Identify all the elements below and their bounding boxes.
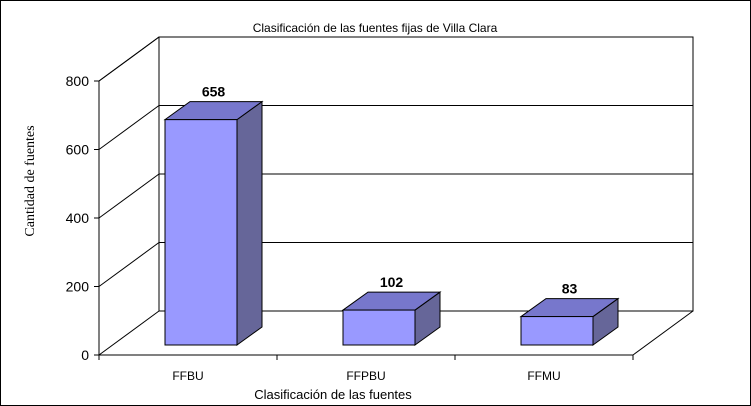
x-category-label: FFBU <box>172 369 203 383</box>
y-tick-label: 800 <box>66 73 90 89</box>
bar <box>342 309 416 346</box>
bar-side <box>236 100 263 346</box>
y-axis-label: Cantidad de fuentes <box>23 125 38 236</box>
side-wall-gridline <box>98 242 160 287</box>
y-tick-label: 600 <box>66 142 90 158</box>
x-category-label: FFPBU <box>346 369 385 383</box>
data-label: 102 <box>380 274 404 290</box>
chart-title: Clasificación de las fuentes fijas de Vi… <box>253 21 498 35</box>
y-tick-label: 0 <box>81 347 89 363</box>
side-wall-gridline <box>98 310 160 356</box>
y-tick-label: 400 <box>66 210 90 226</box>
bar <box>520 316 594 346</box>
side-wall-gridline <box>98 173 160 219</box>
bar <box>164 119 238 346</box>
side-wall-gridline <box>98 105 160 150</box>
data-label: 83 <box>562 281 578 297</box>
x-axis-label: Clasificación de las fuentes <box>254 387 412 402</box>
x-category-label: FFMU <box>527 369 560 383</box>
side-wall-top-edge <box>98 36 160 82</box>
floor-right-edge <box>632 310 694 356</box>
y-tick-label: 200 <box>66 279 90 295</box>
data-label: 658 <box>202 84 226 100</box>
